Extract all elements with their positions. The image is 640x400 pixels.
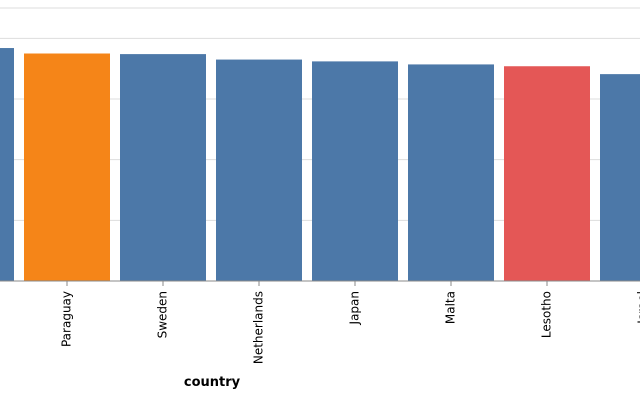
bar xyxy=(600,74,640,281)
x-tick-label: Paraguay xyxy=(60,291,74,347)
bar xyxy=(24,53,110,281)
x-tick-label: Netherlands xyxy=(252,291,266,364)
x-axis-title: country xyxy=(184,375,241,390)
x-tick-label: Israel xyxy=(636,291,640,324)
bar xyxy=(0,48,14,281)
x-tick-label: Sweden xyxy=(156,291,170,338)
bar xyxy=(312,61,398,282)
bar xyxy=(504,66,590,282)
x-tick-label: Malta xyxy=(444,291,458,324)
x-tick-label: Japan xyxy=(348,291,362,325)
bar xyxy=(216,59,302,281)
bar xyxy=(408,64,494,281)
x-tick-label: Lesotho xyxy=(540,291,554,338)
bar xyxy=(120,54,206,282)
